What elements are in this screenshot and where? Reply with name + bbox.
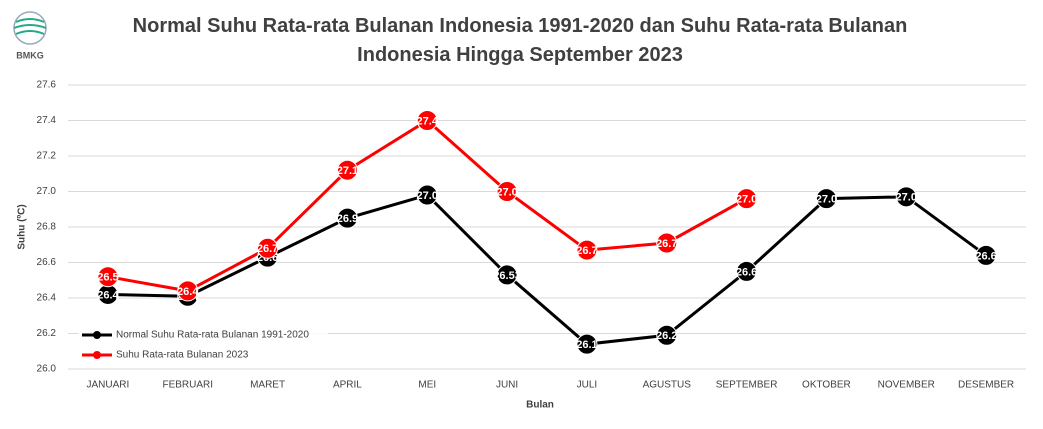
data-label: 26.7 — [576, 245, 597, 257]
y-tick-label: 26.8 — [37, 222, 57, 233]
data-label: 26.4 — [97, 289, 119, 301]
logo-text: BMKG — [16, 50, 44, 60]
data-point — [177, 280, 199, 302]
data-point — [656, 324, 678, 346]
data-label: 27.0 — [896, 192, 917, 204]
data-point — [736, 188, 758, 210]
data-label: 27.0 — [417, 190, 438, 202]
data-point — [895, 186, 917, 208]
y-axis-label: Suhu (ºC) — [17, 204, 28, 249]
y-tick-label: 27.2 — [37, 151, 57, 162]
x-tick-label: JUNI — [496, 380, 518, 391]
data-label: 27.0 — [816, 194, 837, 206]
legend-label: Suhu Rata-rata Bulanan 2023 — [116, 350, 249, 361]
x-tick-label: AGUSTUS — [643, 380, 692, 391]
data-label: 26.1 — [576, 339, 597, 351]
data-label: 26.4 — [177, 286, 199, 298]
legend-bg — [78, 326, 328, 344]
data-label: 26.5 — [97, 272, 118, 284]
legend-marker — [93, 351, 101, 359]
chart-title: Normal Suhu Rata-rata Bulanan Indonesia … — [132, 15, 908, 66]
data-label: 27.1 — [337, 165, 358, 177]
x-tick-label: NOVEMBER — [878, 380, 935, 391]
data-point — [975, 244, 997, 266]
x-tick-label: MEI — [418, 380, 436, 391]
y-tick-label: 26.0 — [37, 364, 57, 375]
legend-label: Normal Suhu Rata-rata Bulanan 1991-2020 — [116, 330, 309, 341]
data-point — [257, 237, 279, 259]
data-point — [576, 333, 598, 355]
series-line — [107, 193, 987, 346]
x-axis-label: Bulan — [526, 400, 554, 411]
data-point — [336, 159, 358, 181]
y-tick-label: 26.4 — [37, 293, 57, 304]
data-label: 26.7 — [257, 243, 278, 255]
data-point — [576, 239, 598, 261]
data-label: 27.0 — [736, 194, 757, 206]
data-label: 26.7 — [656, 238, 677, 250]
data-point — [416, 110, 438, 131]
data-point — [416, 184, 438, 206]
y-tick-label: 27.6 — [37, 80, 57, 91]
data-label: 27.0 — [496, 186, 517, 198]
data-label: 26.9 — [337, 213, 358, 225]
data-point — [736, 260, 758, 282]
data-point — [496, 264, 518, 286]
y-tick-label: 27.0 — [37, 186, 57, 197]
logo — [13, 11, 47, 45]
legend-marker — [93, 331, 101, 339]
x-tick-label: MARET — [250, 380, 285, 391]
x-tick-label: SEPTEMBER — [716, 380, 778, 391]
x-tick-label: JANUARI — [87, 380, 130, 391]
y-tick-label: 27.4 — [37, 115, 57, 126]
x-tick-label: FEBRUARI — [162, 380, 213, 391]
x-tick-label: OKTOBER — [802, 380, 851, 391]
data-point — [336, 207, 358, 229]
x-tick-label: DESEMBER — [958, 380, 1014, 391]
data-point — [97, 266, 119, 288]
data-label: 26.6 — [975, 250, 996, 262]
legend-bg — [78, 346, 328, 364]
y-tick-label: 26.6 — [37, 257, 57, 268]
data-point — [815, 188, 837, 210]
data-label: 26.2 — [656, 330, 677, 342]
y-tick-label: 26.2 — [37, 328, 57, 339]
data-point — [656, 232, 678, 254]
data-label: 26.53 — [493, 270, 521, 282]
x-tick-label: JULI — [577, 380, 598, 391]
series-line — [107, 118, 748, 293]
data-label: 27.4 — [417, 115, 439, 127]
data-point — [496, 181, 518, 202]
data-label: 26.6 — [736, 266, 757, 278]
x-tick-label: APRIL — [333, 380, 362, 391]
